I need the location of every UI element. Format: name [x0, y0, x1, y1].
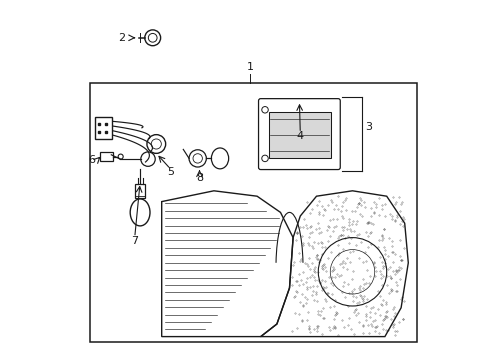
Text: 5: 5: [167, 167, 174, 177]
FancyBboxPatch shape: [258, 99, 340, 170]
Bar: [101, 152, 113, 161]
Text: 6: 6: [88, 155, 95, 165]
FancyBboxPatch shape: [95, 117, 112, 139]
Bar: [268, 112, 330, 158]
Text: 2: 2: [118, 33, 125, 43]
Text: 8: 8: [196, 173, 203, 183]
Text: 7: 7: [131, 236, 138, 246]
Text: 3: 3: [365, 122, 371, 132]
Bar: [135, 184, 144, 198]
Text: 1: 1: [246, 62, 253, 72]
Text: 4: 4: [296, 131, 303, 141]
Bar: [89, 83, 416, 342]
